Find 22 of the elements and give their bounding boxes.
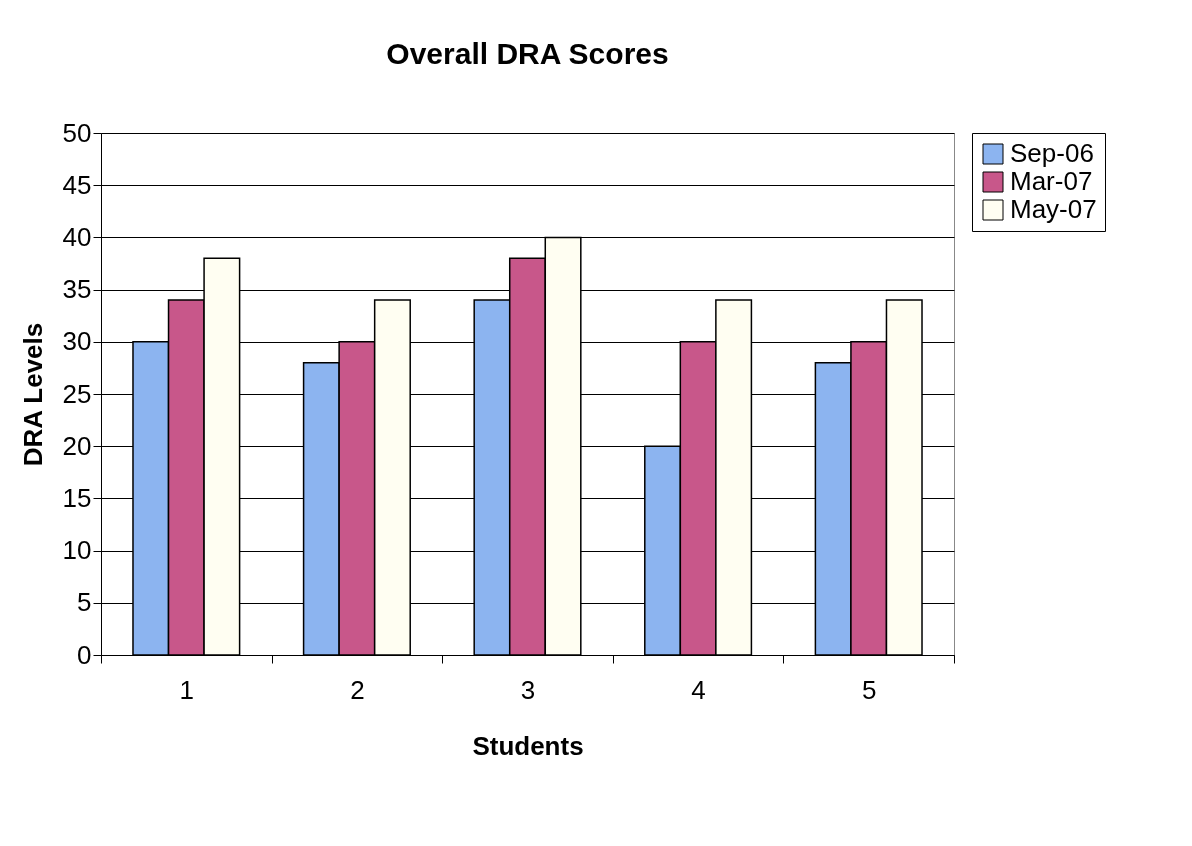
x-tick-label: 4 [691,674,706,705]
x-tick-label: 5 [861,674,877,705]
legend-label: Mar-07 [1010,166,1093,196]
y-tick-label: 25 [62,378,92,409]
y-tick-label: 45 [62,169,92,200]
y-tick-label: 0 [77,639,92,670]
y-tick-label: 35 [62,274,92,305]
y-tick-label: 15 [62,482,92,513]
y-axis-title: DRA Levels [17,322,48,467]
x-tick-label: 3 [520,674,536,705]
y-tick-label: 5 [77,587,92,618]
x-tick-label: 1 [179,674,195,705]
y-tick-label: 20 [62,430,92,461]
legend-label: May-07 [1010,194,1097,224]
y-tick-label: 30 [62,326,92,357]
y-tick-label: 50 [62,117,92,148]
x-tick-label: 2 [350,674,365,705]
legend-label: Sep-06 [1010,138,1094,168]
y-tick-label: 10 [62,535,92,566]
y-tick-label: 40 [62,221,92,252]
chart-title: Overall DRA Scores [386,37,669,70]
x-axis-title: Students [472,730,584,761]
